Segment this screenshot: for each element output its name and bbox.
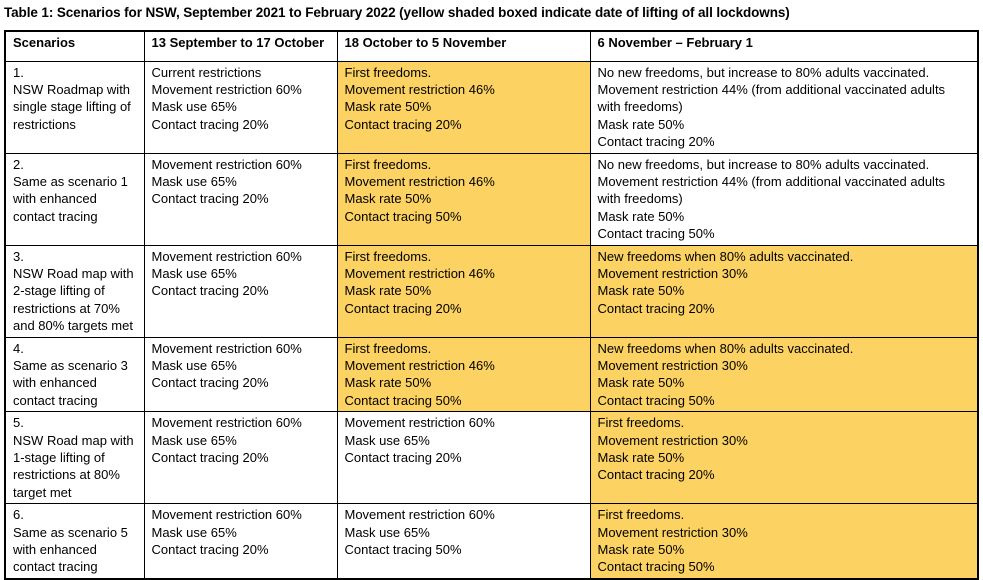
scenario-2-period-1-cell: Movement restriction 60% Mask use 65% Co…: [143, 152, 338, 246]
table-title: Table 1: Scenarios for NSW, September 20…: [4, 5, 790, 20]
scenario-4-period-1-cell: Movement restriction 60% Mask use 65% Co…: [143, 336, 338, 413]
scenario-4-period-3-cell: New freedoms when 80% adults vaccinated.…: [589, 336, 979, 413]
scenario-1-label-cell: 1. NSW Roadmap with single stage lifting…: [4, 60, 145, 154]
table-row: 1. NSW Roadmap with single stage lifting…: [4, 60, 979, 154]
scenario-1-period-3-cell: No new freedoms, but increase to 80% adu…: [589, 60, 979, 154]
scenario-2-period-2-cell: First freedoms. Movement restriction 46%…: [336, 152, 591, 246]
table-row: 3. NSW Road map with 2-stage lifting of …: [4, 244, 979, 338]
column-header-scenarios: Scenarios: [4, 30, 145, 62]
scenario-5-period-2-cell: Movement restriction 60% Mask use 65% Co…: [336, 411, 591, 505]
scenario-6-period-3-cell: First freedoms. Movement restriction 30%…: [589, 503, 979, 580]
scenario-3-period-1-cell: Movement restriction 60% Mask use 65% Co…: [143, 244, 338, 338]
column-header-period-3: 6 November – February 1: [589, 30, 979, 62]
table-row: 6. Same as scenario 5 with enhanced cont…: [4, 503, 979, 580]
scenario-2-period-3-cell: No new freedoms, but increase to 80% adu…: [589, 152, 979, 246]
column-header-period-2: 18 October to 5 November: [336, 30, 591, 62]
scenario-1-period-1-cell: Current restrictions Movement restrictio…: [143, 60, 338, 154]
header-row: Scenarios 13 September to 17 October 18 …: [4, 30, 979, 62]
scenario-3-period-2-cell: First freedoms. Movement restriction 46%…: [336, 244, 591, 338]
scenario-5-period-3-cell: First freedoms. Movement restriction 30%…: [589, 411, 979, 505]
scenario-3-label-cell: 3. NSW Road map with 2-stage lifting of …: [4, 244, 145, 338]
scenario-6-label-cell: 6. Same as scenario 5 with enhanced cont…: [4, 503, 145, 580]
table-row: 2. Same as scenario 1 with enhanced cont…: [4, 152, 979, 246]
table-row: 4. Same as scenario 3 with enhanced cont…: [4, 336, 979, 413]
scenario-5-period-1-cell: Movement restriction 60% Mask use 65% Co…: [143, 411, 338, 505]
scenario-6-period-2-cell: Movement restriction 60% Mask use 65% Co…: [336, 503, 591, 580]
table-row: 5. NSW Road map with 1-stage lifting of …: [4, 411, 979, 505]
scenario-4-period-2-cell: First freedoms. Movement restriction 46%…: [336, 336, 591, 413]
scenario-3-period-3-cell: New freedoms when 80% adults vaccinated.…: [589, 244, 979, 338]
scenario-4-label-cell: 4. Same as scenario 3 with enhanced cont…: [4, 336, 145, 413]
scenario-6-period-1-cell: Movement restriction 60% Mask use 65% Co…: [143, 503, 338, 580]
scenario-1-period-2-cell: First freedoms. Movement restriction 46%…: [336, 60, 591, 154]
column-header-period-1: 13 September to 17 October: [143, 30, 338, 62]
scenarios-table: Scenarios 13 September to 17 October 18 …: [4, 30, 979, 580]
scenario-5-label-cell: 5. NSW Road map with 1-stage lifting of …: [4, 411, 145, 505]
scenario-2-label-cell: 2. Same as scenario 1 with enhanced cont…: [4, 152, 145, 246]
